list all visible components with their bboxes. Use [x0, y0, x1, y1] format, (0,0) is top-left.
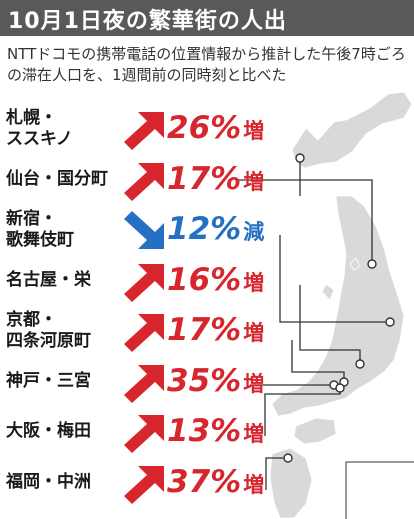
change-value: 12%減 — [167, 210, 264, 251]
city-row: 仙台・国分町 17%増 — [0, 155, 300, 205]
hokkaido-shape — [291, 91, 413, 169]
arrow-up-icon — [120, 413, 164, 453]
city-name: 神戸・三宮 — [6, 370, 91, 391]
city-name: 大阪・梅田 — [6, 421, 91, 441]
change-value: 37%増 — [167, 463, 264, 504]
sado-island-shape — [349, 257, 361, 271]
marker-sapporo — [295, 153, 305, 163]
change-percent: 13% — [167, 413, 242, 449]
change-percent: 12% — [167, 211, 242, 247]
honshu-shape — [271, 195, 405, 417]
change-unit: 増 — [243, 270, 265, 295]
city-name: 新宿・ 歌舞伎町 — [6, 209, 74, 250]
japan-map — [236, 91, 414, 519]
marker-osaka — [335, 383, 345, 393]
change-unit: 増 — [243, 169, 265, 194]
city-row: 福岡・中洲 37%増 — [0, 458, 300, 508]
change-value: 13%増 — [167, 412, 264, 453]
city-row: 神戸・三宮 35%増 — [0, 357, 300, 407]
city-row: 札幌・ ススキノ 26%増 — [0, 104, 300, 154]
change-percent: 35% — [167, 362, 242, 399]
city-row: 名古屋・栄 16%増 — [0, 256, 300, 306]
city-name: 札幌・ ススキノ — [6, 108, 73, 149]
change-unit: 増 — [243, 472, 265, 497]
shikoku-shape — [293, 417, 337, 445]
change-unit: 増 — [243, 119, 265, 143]
subtitle: NTTドコモの携帯電話の位置情報から推計した午後7時ごろの滞在人口を、1週間前の… — [7, 45, 406, 84]
change-value: 35%増 — [167, 362, 264, 403]
change-percent: 17% — [167, 312, 242, 348]
marker-fukuoka — [283, 453, 293, 463]
change-value: 17%増 — [167, 160, 264, 201]
city-name: 名古屋・栄 — [6, 269, 91, 290]
change-value: 17%増 — [167, 311, 264, 352]
change-unit: 減 — [243, 220, 265, 244]
marker-shinjuku — [385, 317, 395, 327]
change-percent: 17% — [167, 160, 242, 197]
kyushu-shape — [269, 447, 313, 519]
arrow-up-icon — [120, 161, 164, 201]
marker-nagoya — [355, 359, 365, 369]
city-row: 大阪・梅田 13%増 — [0, 407, 300, 457]
city-row: 新宿・ 歌舞伎町 12%減 — [0, 205, 300, 255]
change-value: 16%増 — [167, 261, 264, 302]
change-unit: 増 — [243, 422, 265, 446]
city-name: 福岡・中洲 — [6, 471, 91, 492]
noto-peninsula-shape — [321, 283, 335, 301]
change-percent: 26% — [167, 110, 242, 146]
arrow-up-icon — [120, 262, 164, 302]
change-percent: 37% — [167, 463, 242, 500]
change-percent: 16% — [167, 261, 242, 298]
arrow-down-icon — [120, 211, 164, 251]
city-markers — [283, 153, 395, 463]
marker-sendai — [367, 259, 377, 269]
title-bar: 10月1日夜の繁華街の人出 — [0, 0, 414, 36]
arrow-up-icon — [120, 110, 164, 150]
city-row: 京都・ 四条河原町 17%増 — [0, 306, 300, 356]
change-unit: 増 — [243, 321, 265, 345]
city-name: 京都・ 四条河原町 — [6, 310, 91, 351]
page-title: 10月1日夜の繁華街の人出 — [8, 9, 287, 34]
change-value: 26%増 — [167, 109, 264, 150]
change-unit: 増 — [243, 371, 265, 396]
arrow-up-icon — [120, 312, 164, 352]
arrow-up-icon — [120, 363, 164, 403]
city-name: 仙台・国分町 — [6, 168, 108, 189]
arrow-up-icon — [120, 464, 164, 504]
